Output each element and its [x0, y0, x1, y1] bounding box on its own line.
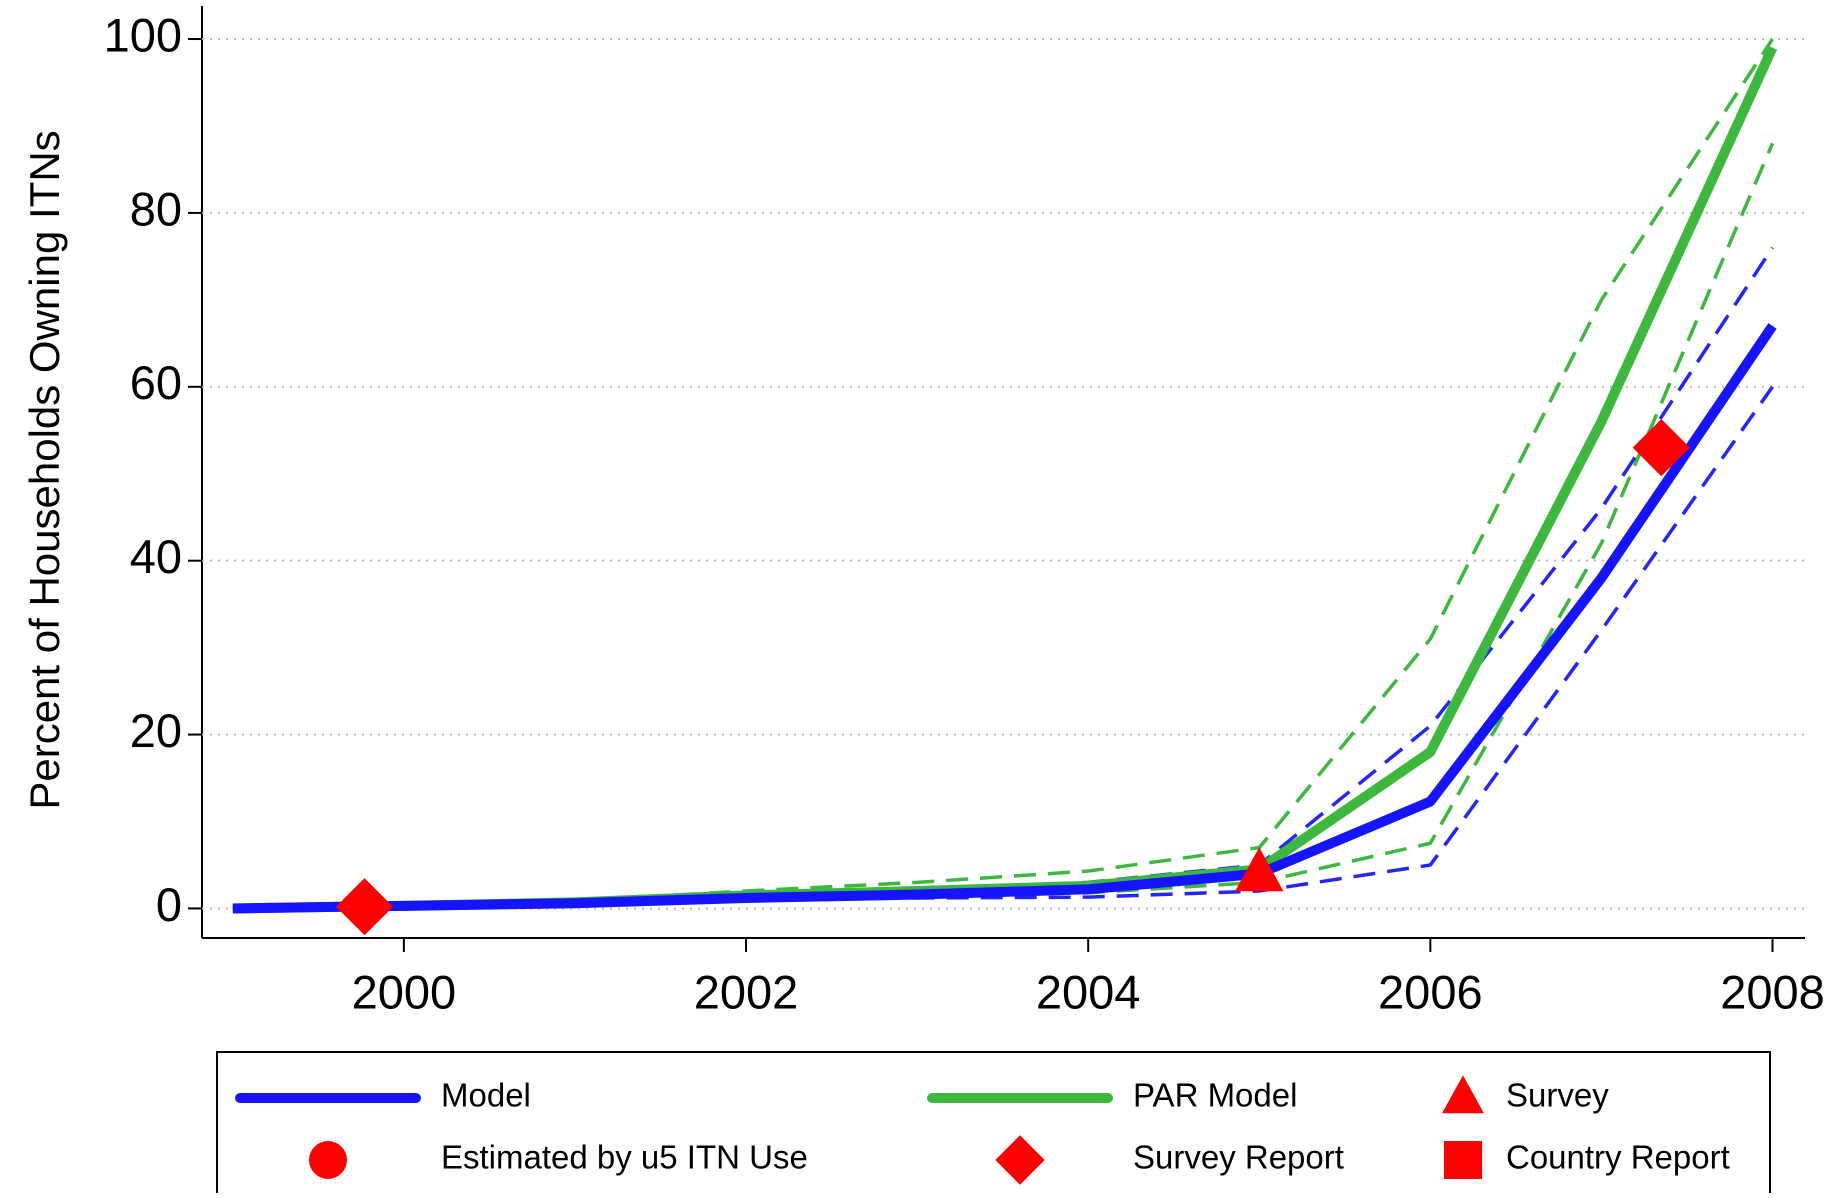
line	[232, 246, 1774, 911]
x-tick-label: 2004	[1036, 965, 1141, 1018]
line	[232, 142, 1775, 911]
y-tick-label: 80	[130, 182, 182, 235]
line	[232, 323, 1777, 914]
x-tick-label: 2008	[1720, 965, 1825, 1018]
legend-label: PAR Model	[1133, 1077, 1297, 1114]
x-tick-label: 2002	[694, 965, 799, 1018]
legend-box	[216, 1051, 1771, 1198]
line	[232, 45, 1778, 914]
legend-label: Model	[441, 1077, 531, 1114]
marker	[335, 878, 394, 936]
legend-marker	[995, 1135, 1045, 1185]
legend-label: Survey	[1506, 1077, 1609, 1114]
x-tick-label: 2006	[1378, 965, 1483, 1018]
legend-label: Estimated by u5 ITN Use	[441, 1139, 808, 1176]
y-tick-label: 60	[130, 356, 182, 409]
marker	[1632, 419, 1690, 477]
legend-marker	[309, 1141, 347, 1179]
y-tick-label: 20	[130, 704, 182, 757]
line	[232, 385, 1774, 911]
y-tick-label: 40	[130, 530, 182, 583]
x-tick-label: 2000	[352, 965, 457, 1018]
y-tick-label: 100	[104, 8, 182, 61]
legend-marker	[1442, 1075, 1484, 1114]
legend-marker	[1444, 1141, 1482, 1179]
y-axis-label: Percent of Households Owning ITNs	[21, 130, 68, 809]
line	[232, 38, 1774, 911]
legend-label: Survey Report	[1133, 1139, 1344, 1176]
y-tick-label: 0	[156, 878, 182, 931]
legend-label: Country Report	[1506, 1139, 1730, 1176]
marker	[1235, 847, 1284, 892]
